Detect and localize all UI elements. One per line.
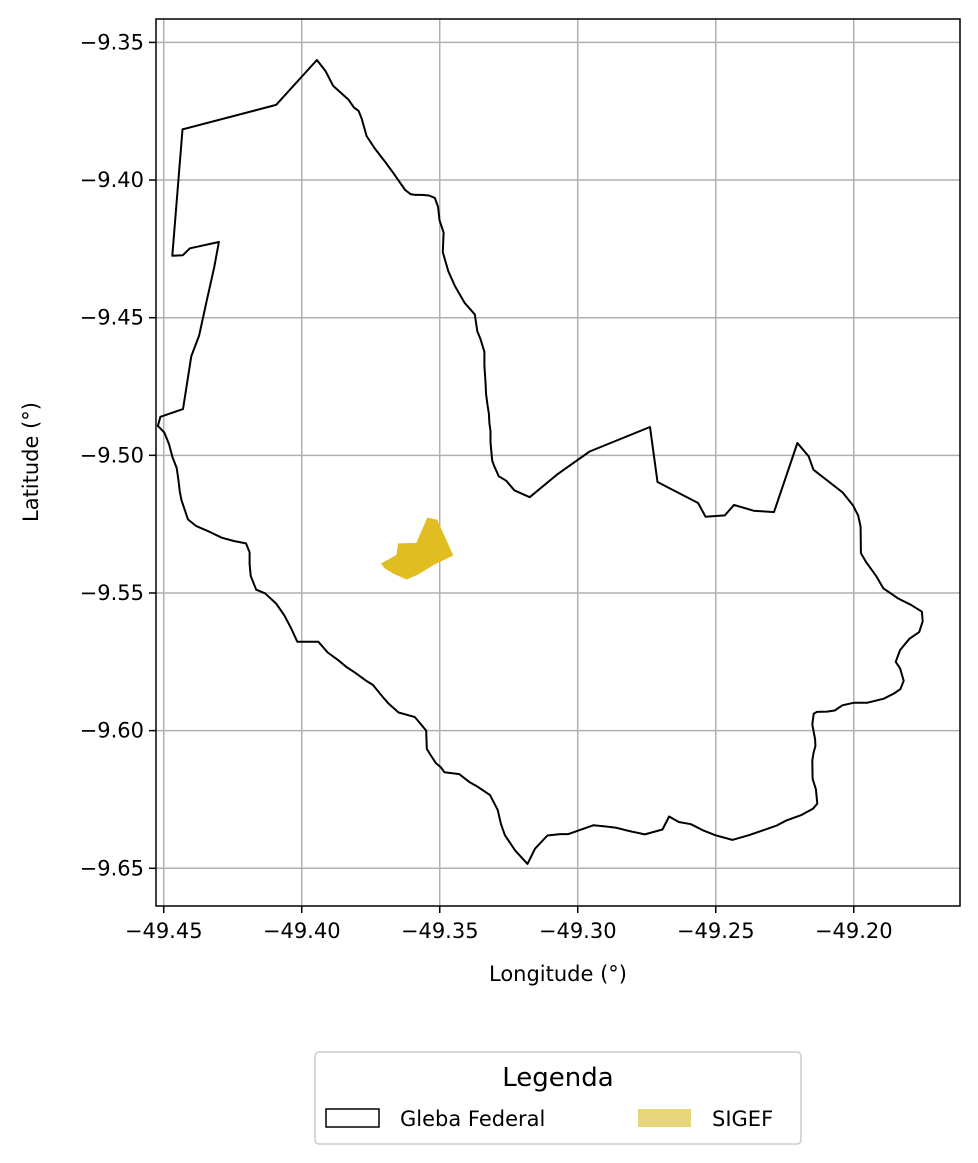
legend-title: Legenda <box>502 1063 613 1093</box>
legend-label-gleba-federal: Gleba Federal <box>400 1107 545 1131</box>
legend: Legenda Gleba Federal SIGEF <box>314 1051 802 1145</box>
legend-label-sigef: SIGEF <box>712 1107 773 1131</box>
sigef-polygon <box>380 517 454 580</box>
y-tick-label: −9.40 <box>80 168 144 192</box>
x-tick-label: −49.30 <box>539 919 617 943</box>
legend-swatch-sigef <box>638 1109 691 1127</box>
x-tick-label: −49.45 <box>125 919 203 943</box>
y-tick-label: −9.50 <box>80 443 144 467</box>
y-tick-label: −9.65 <box>80 856 144 880</box>
y-tick-label: −9.45 <box>80 306 144 330</box>
x-tick-label: −49.20 <box>815 919 893 943</box>
y-tick-label: −9.60 <box>80 719 144 743</box>
x-tick-label: −49.40 <box>263 919 341 943</box>
grid-lines <box>156 19 960 906</box>
gleba-federal-polygon <box>156 59 924 865</box>
y-axis-label: Latitude (°) <box>19 402 43 522</box>
x-tick-label: −49.35 <box>401 919 479 943</box>
axes-frame <box>155 18 961 907</box>
x-tick-label: −49.25 <box>677 919 755 943</box>
map-shapes <box>156 59 924 865</box>
y-tick-label: −9.35 <box>80 30 144 54</box>
legend-swatch-gleba-federal <box>325 1108 380 1128</box>
y-tick-label: −9.55 <box>80 581 144 605</box>
x-axis-label: Longitude (°) <box>489 962 627 986</box>
axis-ticks: −49.45 −49.40 −49.35 −49.30 −49.25 −49.20 −9.3… <box>80 30 893 943</box>
